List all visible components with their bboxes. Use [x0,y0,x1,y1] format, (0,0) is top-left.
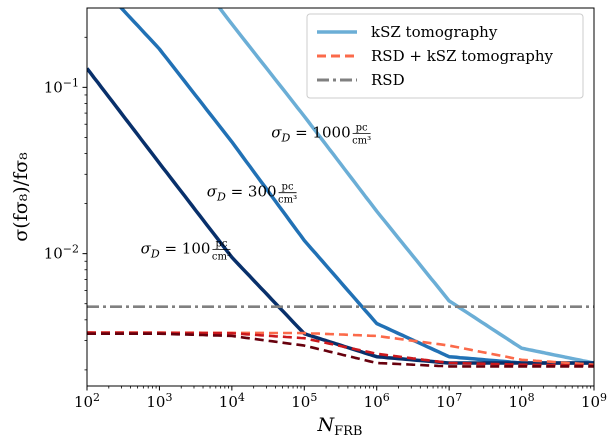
y-tick-label-exponent: −1 [63,76,79,89]
x-tick-label-exponent: 7 [455,391,462,404]
y-tick-label: 10−1 [44,76,79,96]
x-tick-label: 102 [74,391,100,411]
x-tick-label: 106 [364,391,390,411]
x-tick-label-base: 10 [291,393,310,411]
annotation-symbol: σ [207,183,218,201]
x-axis-label: NFRB [317,414,363,439]
annotation-sigma-d-300: σD = 300 pc cm³ [207,182,297,206]
annotation-value: = 100 [160,240,211,258]
annotation-unit-denominator: cm³ [352,135,371,146]
y-tick-label-base: 10 [44,245,63,263]
annotation-text: σD = 1000 [271,123,350,144]
plot-frame [86,7,595,387]
y-tick-label: 10−2 [44,243,79,263]
x-tick-label: 105 [291,391,317,411]
y-tick-label-exponent: −2 [63,243,79,256]
annotation-value: = 300 [226,183,277,201]
annotation-unit-numerator: pc [215,239,227,250]
annotation-subscript: D [150,248,160,261]
y-axis-label: σ(fσ₈)/fσ₈ [10,152,32,242]
x-axis-ticks: 102 103 104 105 106 107 108 109 [74,386,607,411]
x-tick-label-exponent: 4 [238,391,245,404]
annotation-subscript: D [216,191,226,204]
annotation-value: = 1000 [290,123,350,141]
annotation-unit-denominator: cm³ [212,252,231,263]
legend-frame [306,13,584,99]
series-line-5 [87,332,594,368]
legend-label-rsd-ksz: RSD + kSZ tomography [371,47,554,65]
x-tick-label-base: 10 [436,393,455,411]
annotation-unit-numerator: pc [282,182,294,193]
annotation-subscript: D [281,131,291,144]
x-axis-label-subscript: FRB [334,424,362,439]
x-tick-label-exponent: 8 [528,391,535,404]
x-axis-label-base: N [317,414,336,436]
x-tick-label: 107 [436,391,462,411]
x-tick-label-base: 10 [581,393,600,411]
legend-label-ksz: kSZ tomography [371,23,498,41]
x-tick-label: 104 [219,391,245,411]
x-tick-label-base: 10 [74,393,93,411]
x-tick-label: 108 [509,391,535,411]
x-tick-label-exponent: 9 [600,391,607,404]
x-tick-label-base: 10 [146,393,165,411]
x-tick-label: 109 [581,391,607,411]
annotation-sigma-d-1000: σD = 1000 pc cm³ [271,122,371,146]
annotation-symbol: σ [271,123,282,141]
x-tick-label-base: 10 [364,393,383,411]
x-tick-label-exponent: 3 [165,391,172,404]
annotation-symbol: σ [141,240,152,258]
x-tick-label: 103 [146,391,172,411]
legend: kSZ tomography RSD + kSZ tomography RSD [306,13,584,99]
x-tick-label-base: 10 [509,393,528,411]
legend-label-rsd: RSD [371,71,405,89]
annotation-sigma-d-100: σD = 100 pc cm³ [141,239,231,263]
series-line-0 [217,8,594,365]
x-tick-label-exponent: 5 [310,391,317,404]
x-tick-label-base: 10 [219,393,238,411]
annotation-unit-denominator: cm³ [278,195,297,206]
annotation-unit-numerator: pc [356,122,368,133]
y-axis-ticks: 10−210−1 [44,76,87,263]
annotation-text: σD = 100 [141,240,211,261]
x-tick-label-exponent: 2 [93,391,100,404]
annotation-text: σD = 300 [207,183,277,204]
series-layer [87,8,594,368]
x-tick-label-exponent: 6 [383,391,390,404]
y-tick-label-base: 10 [44,78,63,96]
